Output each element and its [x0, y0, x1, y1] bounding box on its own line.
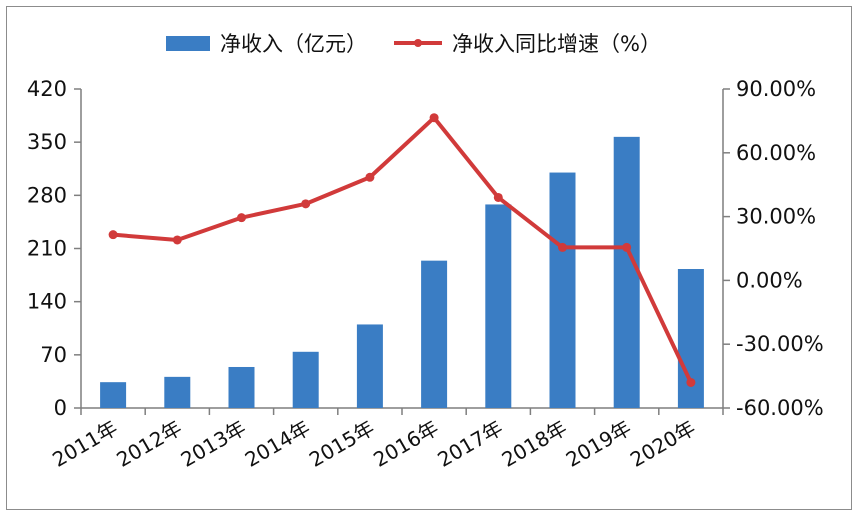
growth-line [112, 115, 693, 384]
y-right-tick-label: 30.00% [736, 205, 816, 229]
legend-line-marker [414, 39, 422, 47]
x-tick-label: 2012年 [112, 416, 185, 472]
x-tick-label: 2019年 [562, 416, 635, 472]
y-left-tick-label: 280 [27, 183, 67, 207]
x-tick-label: 2016年 [369, 416, 442, 472]
bar-2017年 [485, 204, 512, 408]
legend: 净收入（亿元） 净收入同比增速（%） [166, 32, 661, 56]
y-left-tick-label: 210 [27, 237, 67, 261]
y-right-tick-label: -60.00% [736, 396, 824, 420]
bar-2020年 [677, 269, 704, 408]
x-tick-label: 2020年 [626, 416, 699, 472]
growth-point-2018年 [558, 242, 567, 252]
y-left-tick-label: 0 [54, 396, 67, 420]
growth-point-2016年 [429, 113, 439, 123]
growth-point-2019年 [622, 242, 632, 252]
bar-2013年 [228, 366, 255, 408]
legend-bar-swatch [166, 36, 210, 51]
bar-2014年 [292, 351, 319, 408]
y-right-tick-label: 90.00% [736, 77, 816, 101]
y-right-tick-label: 60.00% [736, 141, 816, 165]
y-left-tick-label: 350 [27, 130, 67, 154]
x-tick-label: 2018年 [498, 416, 571, 472]
growth-point-2020年 [686, 377, 696, 387]
bars-group [100, 136, 704, 408]
growth-point-2011年 [108, 230, 118, 240]
x-tick-label: 2014年 [241, 416, 314, 472]
growth-point-2012年 [172, 235, 182, 245]
x-tick-label: 2015年 [305, 416, 378, 472]
chart-frame [6, 6, 852, 510]
bar-2011年 [100, 382, 127, 408]
y-right-tick-label: -30.00% [736, 332, 824, 356]
y-left-tick-label: 140 [27, 290, 67, 314]
growth-point-2014年 [301, 199, 311, 209]
bar-2016年 [421, 260, 448, 408]
x-tick-label: 2017年 [433, 416, 506, 472]
bar-2015年 [356, 324, 383, 408]
legend-bar-label: 净收入（亿元） [220, 32, 367, 56]
growth-point-2017年 [493, 192, 503, 202]
line-group [108, 113, 696, 387]
bar-2018年 [549, 172, 576, 408]
growth-point-2013年 [237, 213, 246, 223]
growth-point-2015年 [365, 172, 375, 182]
legend-line-label: 净收入同比增速（%） [452, 32, 661, 56]
y-right-tick-label: 0.00% [736, 268, 803, 292]
bar-2012年 [164, 376, 191, 408]
x-tick-label: 2011年 [48, 416, 121, 472]
x-tick-label: 2013年 [177, 416, 250, 472]
y-left-tick-label: 420 [27, 77, 67, 101]
y-left-tick-label: 70 [40, 343, 67, 367]
bar-2019年 [613, 136, 640, 408]
